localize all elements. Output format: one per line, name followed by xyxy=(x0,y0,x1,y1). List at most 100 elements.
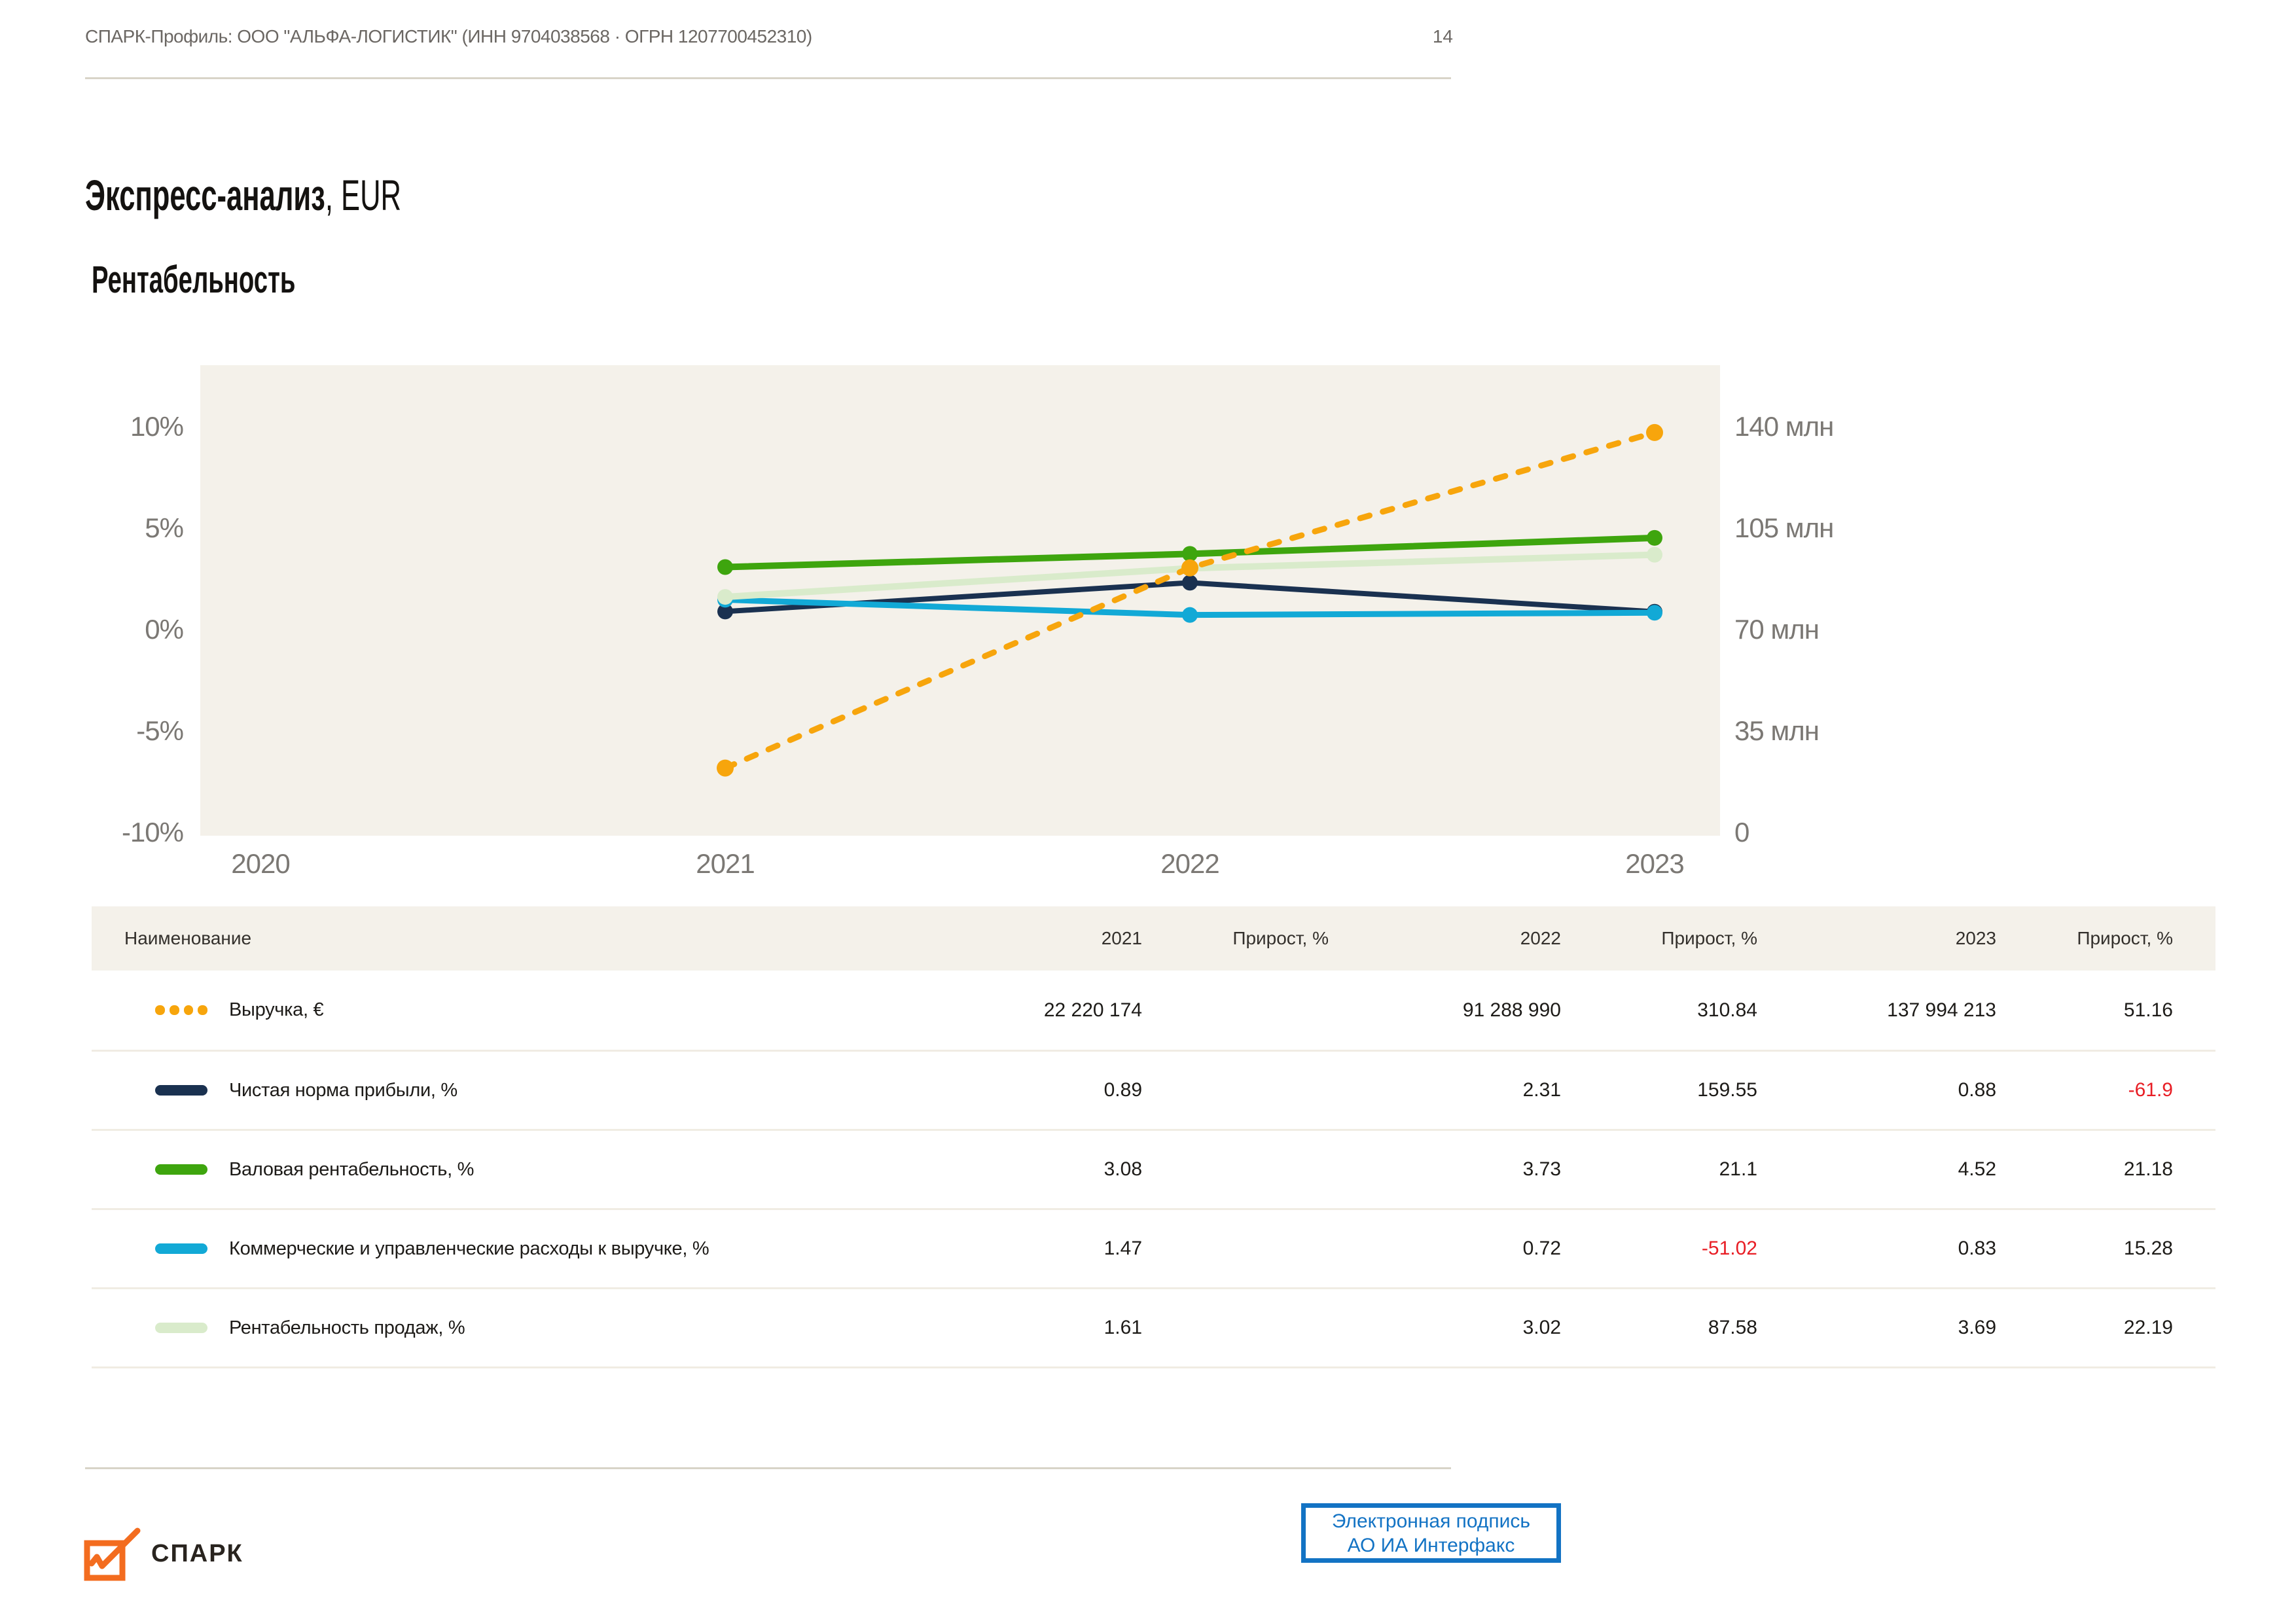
value-cell: 310.84 xyxy=(1697,999,1757,1021)
row-name-cell: Валовая рентабельность, % xyxy=(92,1159,815,1181)
series-swatch xyxy=(155,1243,207,1254)
x-axis-tick-label: 2020 xyxy=(231,848,290,879)
table-row: Коммерческие и управленческие расходы к … xyxy=(92,1208,2215,1287)
value-cell: 1.61 xyxy=(1103,1317,1142,1338)
x-axis-tick-label: 2021 xyxy=(696,848,755,879)
y-axis-left-tick-label: -5% xyxy=(136,715,184,746)
row-name-cell: Рентабельность продаж, % xyxy=(92,1317,815,1339)
column-header: 2021 xyxy=(1101,928,1142,948)
y-axis-right-tick-label: 70 млн xyxy=(1734,614,1820,645)
swatch-dash xyxy=(183,1005,194,1015)
series-point xyxy=(717,589,733,605)
table-row: Валовая рентабельность, % 3.08 3.73 21.1 4.5… xyxy=(92,1129,2215,1208)
y-axis-left-tick-label: -10% xyxy=(121,817,184,847)
series-point xyxy=(1646,423,1663,441)
series-point xyxy=(1181,559,1198,577)
x-axis-tick-label: 2022 xyxy=(1160,848,1219,879)
page-title: Экспресс-анализ, EUR xyxy=(85,170,401,220)
value-cell: 3.69 xyxy=(1958,1317,1996,1338)
value-cell: 91 288 990 xyxy=(1462,999,1561,1021)
profitability-chart-plot-area xyxy=(200,365,1720,836)
series-swatch xyxy=(155,1005,207,1016)
value-cell: 21.1 xyxy=(1719,1158,1757,1180)
page-title-currency: , EUR xyxy=(325,171,402,219)
y-axis-right-tick-label: 105 млн xyxy=(1734,512,1834,543)
value-cell: -61.9 xyxy=(2128,1079,2173,1101)
swatch-dash xyxy=(198,1005,207,1015)
value-cell: 4.52 xyxy=(1958,1158,1996,1180)
series-point xyxy=(717,603,733,620)
value-cell: 0.72 xyxy=(1522,1238,1561,1259)
column-header: Прирост, % xyxy=(2077,928,2173,948)
series-point xyxy=(717,759,734,777)
value-cell: 22 220 174 xyxy=(1043,999,1142,1021)
header-rule xyxy=(85,77,1451,79)
value-cell: 3.73 xyxy=(1522,1158,1561,1180)
series-point xyxy=(1647,529,1662,546)
value-cell: 3.08 xyxy=(1103,1158,1142,1180)
value-cell: 22.19 xyxy=(2123,1317,2173,1338)
series-point xyxy=(717,559,733,575)
row-label: Коммерческие и управленческие расходы к … xyxy=(229,1238,709,1259)
y-axis-left-tick-label: 10% xyxy=(130,411,184,442)
value-cell: 0.83 xyxy=(1958,1238,1996,1259)
page-header-meta: СПАРК-Профиль: ООО "АЛЬФА-ЛОГИСТИК" (ИНН… xyxy=(85,26,812,46)
swatch-dash xyxy=(155,1005,165,1015)
table-row: Рентабельность продаж, % 1.61 3.02 87.58 3.6… xyxy=(92,1287,2215,1366)
table-header-row: Наименование 2021 Прирост, % 2022 Прирост, %… xyxy=(92,906,2215,971)
page-title-main: Экспресс-анализ xyxy=(85,171,325,219)
y-axis-right-tick-label: 35 млн xyxy=(1734,715,1820,746)
series-point xyxy=(1647,605,1662,621)
column-header: 2023 xyxy=(1955,928,1996,948)
series-swatch xyxy=(155,1323,207,1333)
section-title: Рентабельность xyxy=(92,259,296,301)
y-axis-right-tick-label: 140 млн xyxy=(1734,411,1834,442)
y-axis-right-tick-label: 0 xyxy=(1734,817,1749,847)
value-cell: 3.02 xyxy=(1522,1317,1561,1338)
metrics-table: Наименование 2021 Прирост, % 2022 Прирост, %… xyxy=(92,906,2215,1368)
row-label: Выручка, € xyxy=(229,999,324,1020)
column-header: 2022 xyxy=(1520,928,1561,948)
y-axis-left-tick-label: 5% xyxy=(145,512,184,543)
value-cell: -51.02 xyxy=(1701,1238,1757,1259)
row-name-cell: Выручка, € xyxy=(92,999,815,1021)
table-row: Чистая норма прибыли, % 0.89 2.31 159.55 0.8… xyxy=(92,1050,2215,1129)
table-row: Выручка, € 22 220 174 91 288 990 310.84 137 … xyxy=(92,971,2215,1050)
page-number: 14 xyxy=(1432,26,1453,46)
column-header: Прирост, % xyxy=(1661,928,1757,948)
logo-checkmark-icon xyxy=(84,1527,141,1581)
swatch-dash xyxy=(169,1005,179,1015)
value-cell: 2.31 xyxy=(1522,1079,1561,1101)
spark-logo: СПАРК xyxy=(83,1526,243,1581)
row-name-cell: Чистая норма прибыли, % xyxy=(92,1080,815,1101)
series-point xyxy=(1647,546,1662,563)
row-label: Валовая рентабельность, % xyxy=(229,1158,475,1180)
series-swatch xyxy=(155,1085,207,1096)
signature-line1: Электронная подпись xyxy=(1331,1510,1531,1532)
series-point xyxy=(1182,575,1198,591)
table-body: Выручка, € 22 220 174 91 288 990 310.84 137 … xyxy=(92,971,2215,1366)
value-cell: 51.16 xyxy=(2123,999,2173,1021)
y-axis-left-tick-label: 0% xyxy=(145,614,184,645)
value-cell: 15.28 xyxy=(2123,1238,2173,1259)
row-name-cell: Коммерческие и управленческие расходы к … xyxy=(92,1238,815,1260)
value-cell: 0.89 xyxy=(1103,1079,1142,1101)
series-swatch xyxy=(155,1164,207,1175)
signature-line2: АО ИА Интерфакс xyxy=(1347,1534,1515,1556)
value-cell: 0.88 xyxy=(1958,1079,1996,1101)
x-axis-tick-label: 2023 xyxy=(1625,848,1684,879)
value-cell: 87.58 xyxy=(1708,1317,1757,1338)
series-point xyxy=(1182,546,1198,562)
value-cell: 21.18 xyxy=(2123,1158,2173,1180)
value-cell: 159.55 xyxy=(1697,1079,1757,1101)
column-header: Наименование xyxy=(124,928,252,948)
logo-text: СПАРК xyxy=(151,1539,243,1567)
footer-rule xyxy=(85,1467,1451,1469)
row-label: Рентабельность продаж, % xyxy=(229,1317,465,1338)
row-label: Чистая норма прибыли, % xyxy=(229,1079,457,1101)
value-cell: 1.47 xyxy=(1103,1238,1142,1259)
column-header: Прирост, % xyxy=(1232,928,1329,948)
signature-stamp: Электронная подпись АО ИА Интерфакс xyxy=(1301,1503,1561,1563)
series-point xyxy=(1182,607,1198,623)
